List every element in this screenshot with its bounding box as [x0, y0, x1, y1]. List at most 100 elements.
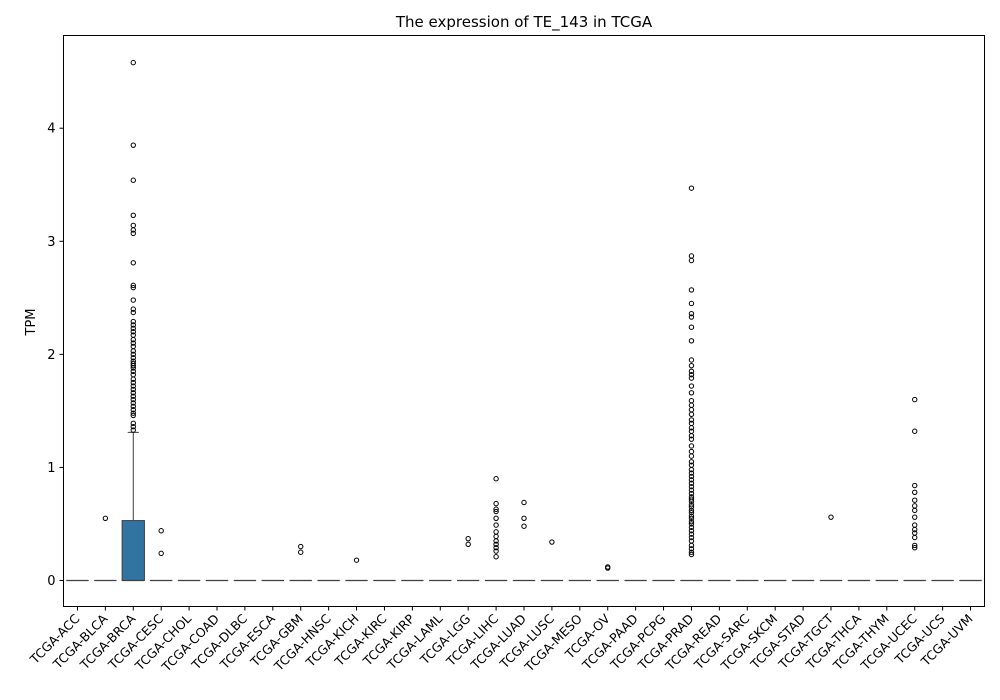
outlier-point: [688, 466, 695, 473]
outlier-point: [688, 498, 695, 505]
box-group: [150, 528, 173, 582]
outlier-point: [688, 372, 695, 378]
outlier-point: [688, 513, 695, 519]
outlier-point: [912, 482, 918, 489]
outlier-point: [688, 551, 695, 558]
outlier-point: [688, 407, 695, 413]
outlier-point: [605, 565, 611, 571]
outlier-point: [521, 523, 527, 529]
outlier-point: [688, 436, 695, 442]
outlier-point: [130, 348, 136, 354]
outlier-point: [130, 282, 136, 289]
outlier-point: [130, 230, 136, 237]
outlier-point: [688, 314, 695, 320]
outlier-point: [688, 531, 695, 537]
outlier-point: [688, 549, 695, 555]
outlier-point: [130, 424, 136, 430]
plot-area: [66, 59, 982, 582]
outlier-point: [130, 379, 136, 386]
outlier-point: [688, 257, 695, 264]
outlier-point: [130, 260, 136, 266]
outlier-point: [688, 518, 695, 525]
chart-title: The expression of TE_143 in TCGA: [395, 13, 653, 32]
outlier-point: [130, 325, 136, 332]
outlier-point: [130, 390, 136, 396]
outlier-point: [130, 322, 136, 328]
outlier-point: [130, 59, 136, 66]
outlier-point: [688, 453, 695, 459]
outlier-point: [688, 300, 695, 307]
outlier-point: [158, 528, 164, 534]
outlier-point: [912, 428, 918, 434]
outlier-point: [688, 524, 695, 531]
outlier-point: [688, 483, 695, 490]
outlier-point: [493, 500, 499, 507]
outlier-point: [688, 390, 695, 396]
outlier-point: [493, 529, 499, 535]
outlier-point: [688, 338, 695, 344]
outlier-point: [493, 533, 499, 540]
outlier-point: [688, 402, 695, 408]
outlier-point: [912, 514, 918, 520]
box-group: [289, 543, 312, 582]
outlier-point: [688, 477, 695, 483]
outlier-point: [102, 515, 109, 522]
outlier-point: [912, 507, 918, 514]
outlier-point: [493, 508, 499, 515]
outlier-point: [688, 433, 695, 439]
box-group: [345, 557, 368, 582]
outlier-point: [521, 515, 527, 522]
outlier-point: [130, 212, 136, 218]
outlier-point: [688, 425, 695, 431]
outlier-point: [493, 515, 499, 522]
outlier-point: [688, 473, 695, 480]
outlier-point: [688, 528, 695, 534]
outlier-point: [688, 362, 695, 369]
outlier-point: [130, 365, 136, 371]
outlier-point: [912, 497, 918, 503]
box-group: [121, 59, 145, 582]
box-iqr: [121, 520, 145, 581]
outlier-point: [688, 490, 695, 497]
outlier-point: [130, 407, 136, 413]
outlier-point: [465, 535, 471, 542]
y-tick-label: 4: [47, 122, 55, 137]
outlier-point: [688, 496, 695, 502]
outlier-point: [912, 534, 918, 541]
outlier-point: [130, 376, 136, 382]
outlier-point: [521, 499, 527, 506]
outlier-point: [130, 393, 136, 399]
outlier-point: [912, 503, 918, 509]
outlier-point: [688, 448, 695, 455]
outlier-point: [912, 545, 918, 551]
outlier-point: [493, 506, 499, 512]
outlier-point: [688, 375, 695, 381]
outlier-point: [130, 403, 136, 410]
outlier-point: [158, 550, 164, 557]
outlier-point: [688, 357, 695, 363]
outlier-point: [130, 336, 136, 343]
outlier-point: [688, 546, 695, 552]
y-tick-label: 0: [47, 574, 55, 589]
outlier-point: [688, 443, 695, 449]
outlier-point: [549, 539, 555, 545]
outlier-point: [493, 545, 499, 551]
outlier-point: [912, 396, 918, 403]
outlier-point: [130, 420, 136, 427]
outlier-point: [912, 522, 918, 528]
outlier-point: [130, 318, 136, 325]
outlier-point: [130, 142, 136, 148]
outlier-point: [130, 396, 136, 403]
outlier-point: [688, 417, 695, 423]
outlier-point: [130, 222, 136, 229]
outlier-point: [130, 386, 136, 393]
box-group: [903, 396, 926, 582]
outlier-point: [130, 284, 136, 291]
outlier-point: [130, 383, 136, 389]
outlier-point: [688, 287, 695, 293]
box-group: [512, 499, 536, 582]
outlier-point: [688, 521, 695, 527]
outlier-point: [130, 177, 136, 183]
outlier-point: [912, 489, 918, 495]
